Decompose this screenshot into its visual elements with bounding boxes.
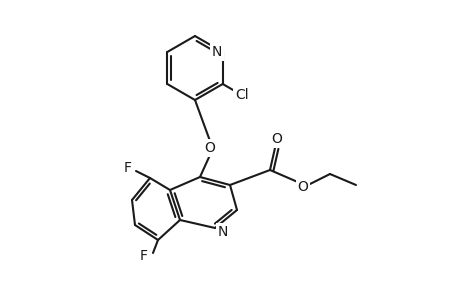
Text: N: N (218, 225, 228, 239)
Text: O: O (271, 132, 282, 146)
Text: N: N (211, 45, 221, 59)
Text: F: F (124, 161, 132, 175)
Text: F: F (140, 249, 148, 263)
Text: Cl: Cl (235, 88, 248, 102)
Text: O: O (297, 180, 308, 194)
Text: O: O (204, 141, 215, 155)
